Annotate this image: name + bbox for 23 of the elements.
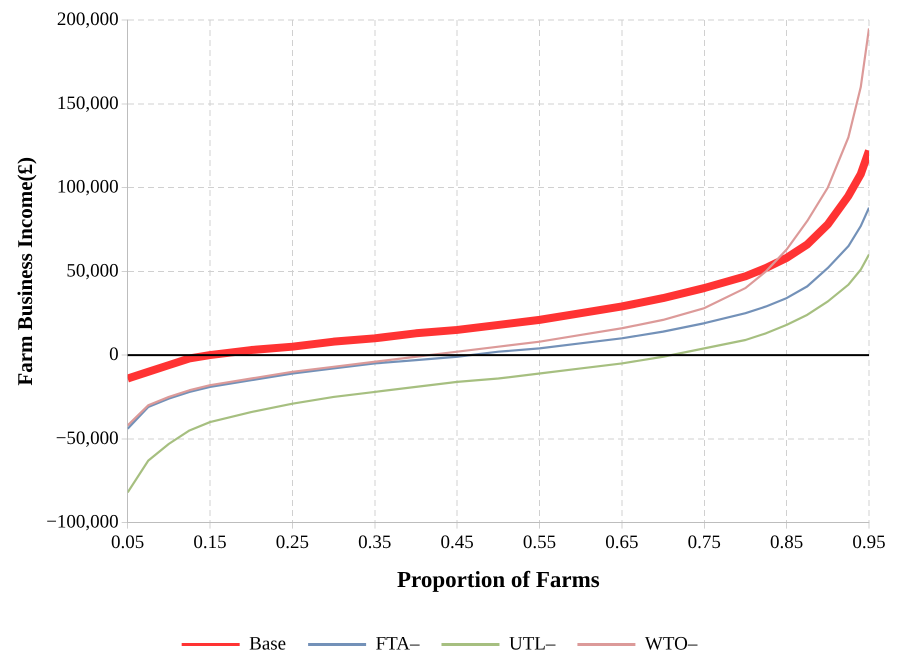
legend-label: WTO– — [644, 633, 698, 654]
x-tick-label: 0.05 — [111, 532, 144, 553]
x-axis-title: Proportion of Farms — [396, 567, 600, 592]
y-tick-label: −50,000 — [56, 428, 119, 449]
x-tick-label: 0.35 — [358, 532, 392, 553]
y-tick-label: 0 — [109, 344, 119, 366]
x-tick-label: 0.95 — [852, 532, 886, 553]
y-tick-label: 150,000 — [56, 92, 119, 114]
y-tick-label: −100,000 — [46, 512, 119, 533]
legend-label: Base — [249, 633, 286, 654]
x-tick-label: 0.15 — [193, 532, 227, 553]
x-tick-label: 0.85 — [770, 532, 804, 553]
y-tick-label: 50,000 — [66, 260, 119, 282]
x-tick-label: 0.45 — [440, 532, 474, 553]
y-tick-label: 100,000 — [56, 176, 119, 198]
x-tick-label: 0.25 — [276, 532, 310, 553]
legend-label: FTA– — [376, 633, 420, 654]
y-tick-label: 200,000 — [56, 8, 119, 30]
x-tick-label: 0.75 — [688, 532, 721, 553]
y-axis-title: Farm Business Income(£) — [13, 156, 38, 386]
legend-label: UTL– — [508, 633, 556, 654]
x-tick-label: 0.65 — [605, 532, 639, 553]
x-tick-label: 0.55 — [522, 532, 556, 553]
